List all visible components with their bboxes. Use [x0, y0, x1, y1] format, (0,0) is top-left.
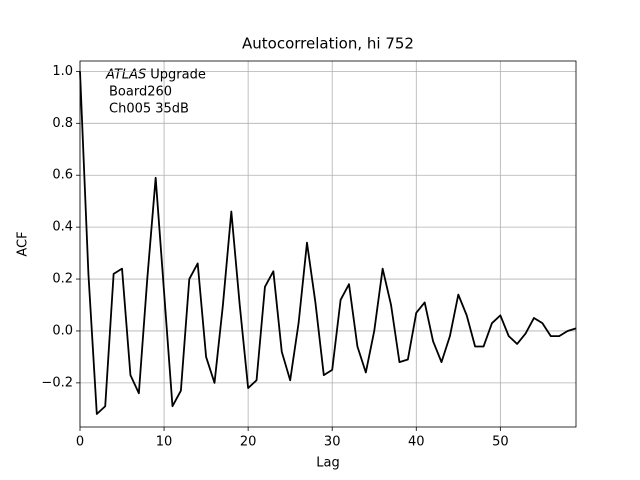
x-tick-label: 40	[408, 435, 425, 450]
acf-line	[79, 71, 577, 415]
x-tick-label: 10	[156, 435, 173, 450]
y-tick-label: −0.2	[41, 375, 73, 390]
annotation-line: Ch005 35dB	[109, 102, 189, 117]
y-tick-label: 0.2	[52, 272, 73, 287]
y-tick-label: 1.0	[52, 64, 73, 79]
y-tick-label: 0.0	[52, 323, 73, 338]
y-tick-label: 0.4	[52, 220, 73, 235]
annotation-line: Board260	[109, 85, 172, 100]
x-tick-label: 30	[324, 435, 341, 450]
x-tick-label: 0	[76, 435, 84, 450]
annotation-emphasis: ATLAS	[105, 68, 146, 83]
x-axis-label: Lag	[316, 456, 339, 471]
y-tick-label: 0.6	[52, 168, 73, 183]
plot-frame	[79, 60, 577, 428]
chart-title: Autocorrelation, hi 752	[242, 35, 414, 53]
y-axis-label: ACF	[16, 231, 31, 256]
annotation-line: Upgrade	[150, 68, 206, 83]
x-tick-label: 20	[240, 435, 257, 450]
x-tick-label: 50	[492, 435, 509, 450]
y-tick-label: 0.8	[52, 116, 73, 131]
